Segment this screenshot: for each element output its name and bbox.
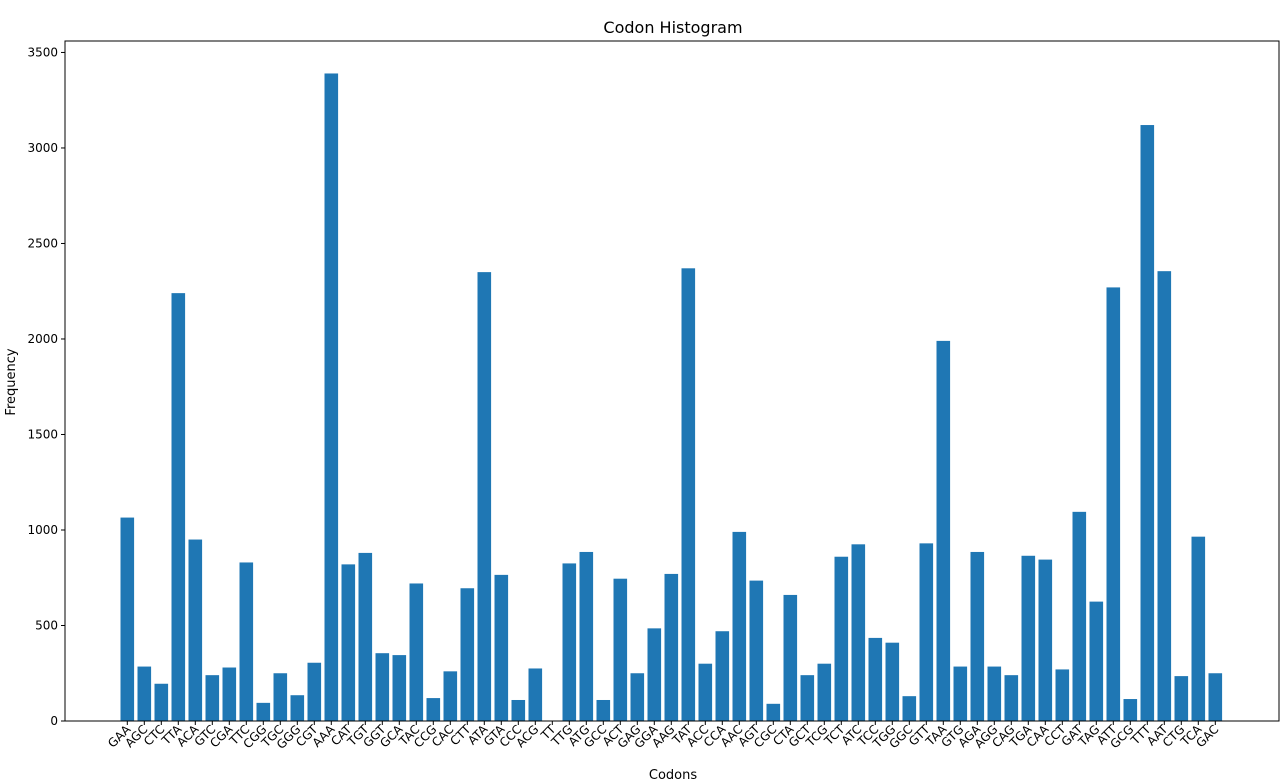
bars	[120, 73, 1223, 722]
bar-ctc	[154, 683, 169, 721]
bar-ggt	[375, 653, 390, 721]
bar-cga	[222, 667, 237, 721]
bar-tgg	[885, 642, 900, 721]
y-tick-label: 3000	[27, 141, 58, 155]
bar-acc	[698, 663, 713, 721]
bar-gcg	[1123, 699, 1138, 721]
bar-taa	[936, 340, 951, 721]
bar-ccc	[511, 699, 526, 721]
bar-cta	[783, 594, 798, 721]
y-tick-label: 0	[50, 714, 58, 728]
bar-ata	[477, 272, 492, 721]
bar-aat	[1157, 271, 1172, 721]
x-axis: GAAAGCCTCTTAACAGTCCGATTCCGGTGCGGGCGTAAAC…	[105, 721, 1221, 752]
bar-gac	[1208, 673, 1223, 721]
bar-aga	[970, 551, 985, 721]
y-axis-label: Frequency	[4, 348, 19, 415]
bar-aca	[188, 539, 203, 721]
bar-ccg	[426, 698, 441, 721]
bar-tag	[1089, 601, 1104, 721]
bar-aag	[664, 573, 679, 721]
y-tick-label: 3500	[27, 45, 58, 59]
bar-aac	[732, 531, 747, 721]
bar-gca	[392, 655, 407, 721]
bar-ttt	[1140, 125, 1155, 722]
bar-agt	[749, 580, 764, 721]
chart-title: Codon Histogram	[603, 18, 742, 37]
bar-tac	[409, 583, 424, 721]
bar-ttc	[239, 562, 254, 721]
bar-aaa	[324, 73, 339, 721]
bar-atg	[579, 551, 594, 721]
x-axis-label: Codons	[649, 768, 697, 783]
y-tick-label: 2500	[27, 236, 58, 250]
bar-tgc	[273, 673, 288, 721]
bar-gcc	[596, 699, 611, 721]
bar-tga	[1021, 555, 1036, 721]
bar-gag	[630, 673, 645, 721]
bar-gat	[1072, 511, 1087, 721]
bar-cgc	[766, 703, 781, 721]
bar-ctt	[460, 588, 475, 721]
bar-cgg	[256, 702, 271, 721]
bar-cat	[341, 564, 356, 721]
bar-tcg	[817, 663, 832, 721]
y-tick-label: 1000	[27, 523, 58, 537]
y-tick-label: 500	[35, 618, 58, 632]
bar-gga	[647, 628, 662, 721]
bar-cag	[1004, 675, 1019, 721]
bar-ggc	[902, 696, 917, 721]
bar-ttg	[562, 563, 577, 721]
bar-tta	[171, 293, 186, 721]
bar-tgt	[358, 552, 373, 721]
bar-gtt	[919, 543, 934, 721]
bar-caa	[1038, 559, 1053, 721]
bar-gtg	[953, 666, 968, 721]
bar-tcc	[868, 637, 883, 721]
bar-ctg	[1174, 676, 1189, 721]
bar-cct	[1055, 669, 1070, 721]
bar-atc	[851, 544, 866, 721]
bar-cca	[715, 631, 730, 721]
bar-cac	[443, 671, 458, 721]
bar-ggg	[290, 695, 305, 721]
y-tick-label: 1500	[27, 427, 58, 441]
bar-gaa	[120, 517, 135, 721]
bar-agg	[987, 666, 1002, 721]
y-axis: 0 500 1000 1500 2000 2500 3000 3500	[27, 45, 65, 728]
bar-tat	[681, 268, 696, 721]
bar-acg	[528, 668, 543, 721]
bar-agc	[137, 666, 152, 721]
bar-act	[613, 578, 628, 721]
bar-tca	[1191, 536, 1206, 721]
bar-gtc	[205, 675, 220, 721]
plot-frame	[64, 40, 1280, 722]
bar-gta	[494, 574, 509, 721]
bar-tct	[834, 556, 849, 721]
bar-gct	[800, 675, 815, 721]
bar-cgt	[307, 662, 322, 721]
y-tick-label: 2000	[27, 332, 58, 346]
bar-att	[1106, 287, 1121, 721]
